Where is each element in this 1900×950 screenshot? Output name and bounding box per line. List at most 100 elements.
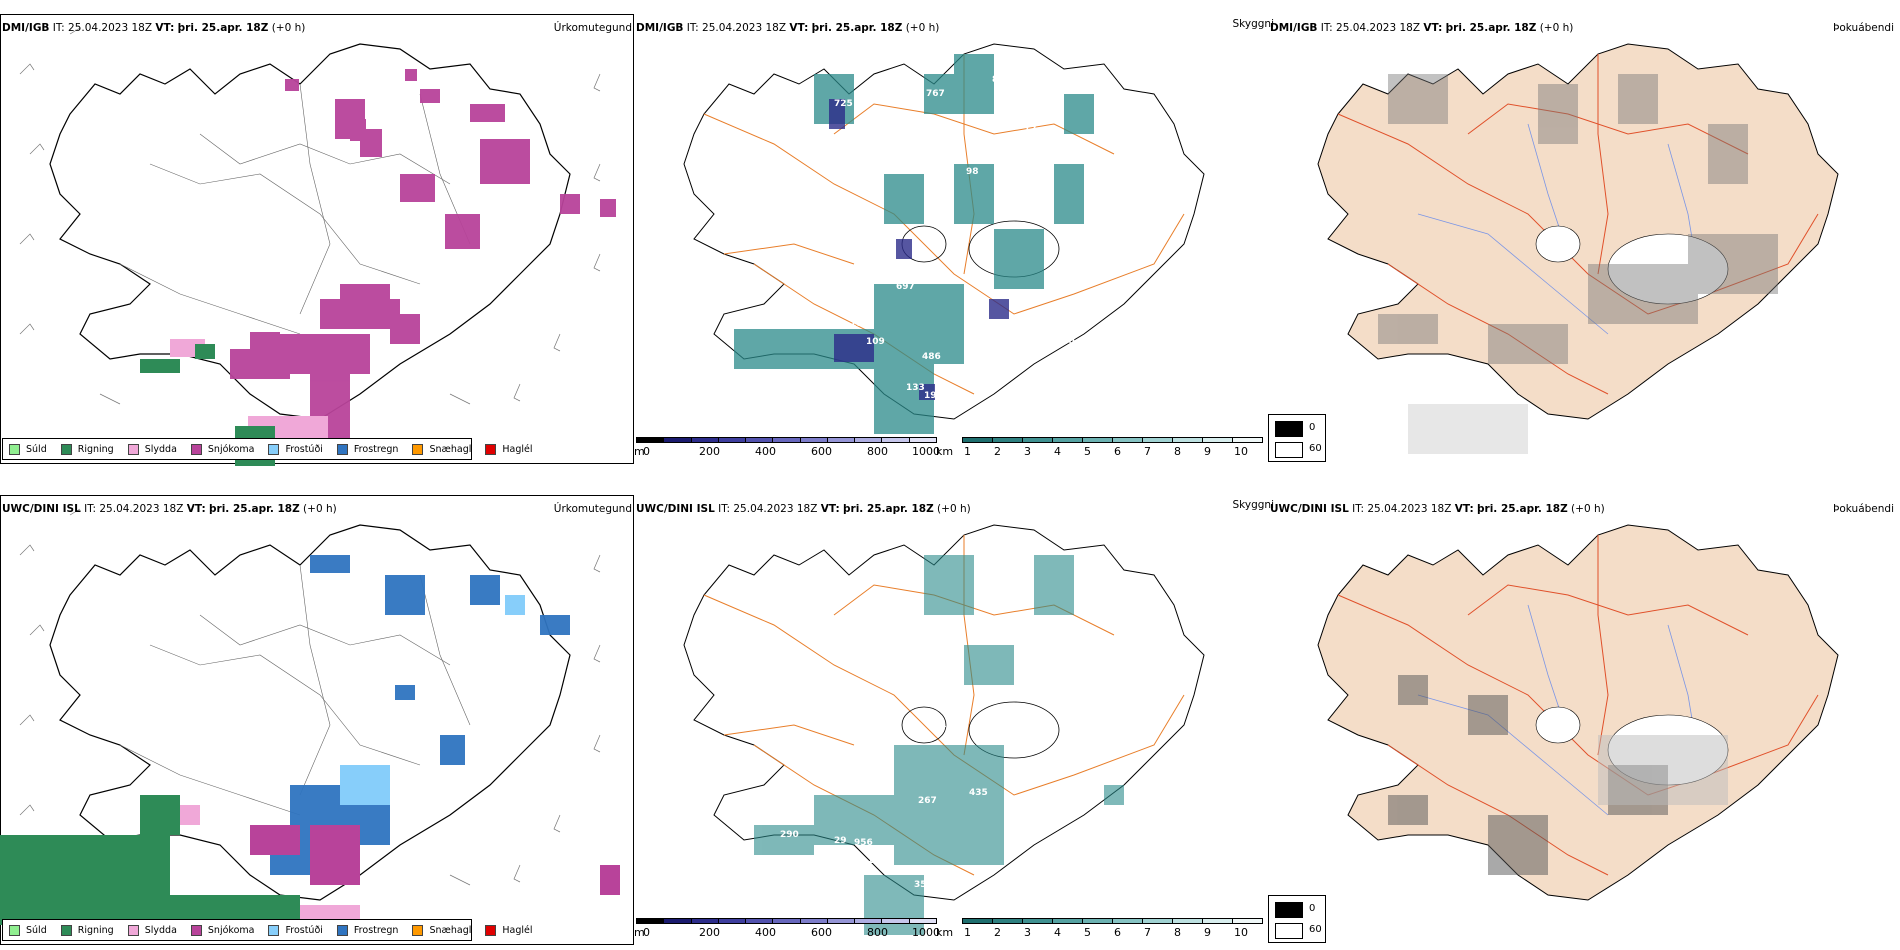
visibility-value-label: 130 — [1056, 337, 1075, 347]
visibility-map-uwc: 21 436 871 435 267 290 29 956 294 352 Skyggni UWC… — [634, 495, 1274, 947]
it-label: IT: — [1320, 22, 1333, 34]
model-name: DMI/IGB — [2, 22, 50, 34]
colorbar-tick: 10 — [1234, 445, 1248, 458]
precip-type-map-uwc: UWC/DINI ISL IT: 25.04.2023 18Z VT: þri.… — [0, 495, 636, 947]
visibility-value-label: 21 — [934, 720, 947, 730]
fog-label-0: 0 — [1309, 903, 1316, 914]
legend-label: Frostúði — [285, 924, 323, 936]
colorbar-tick: 400 — [755, 926, 776, 939]
precip-legend: Súld Rigning Slydda Snjókoma Frostúði Frostre… — [2, 919, 533, 941]
visibility-value-label: 196 — [924, 391, 943, 401]
colorbar-segment — [1022, 437, 1053, 443]
visibility-value-label: 767 — [926, 89, 945, 99]
legend-item: Slydda — [127, 443, 177, 455]
visibility-value-label: 49 — [922, 229, 935, 239]
colorbar-tick: 1000 — [912, 445, 940, 458]
visibility-value-label: 956 — [854, 838, 873, 848]
colorbar-segment — [1082, 918, 1113, 924]
panel-header: UWC/DINI ISL IT: 25.04.2023 18Z VT: þri.… — [636, 503, 971, 515]
vt-value: þri. 25.apr. 18Z — [177, 22, 269, 34]
colorbar-tick: 5 — [1084, 926, 1091, 939]
legend-item: Rigning — [60, 443, 114, 455]
legend-item: Súld — [9, 924, 47, 936]
legend-label: Súld — [26, 443, 47, 455]
legend-label: Snæhagl — [429, 924, 472, 936]
it-value: 25.04.2023 18Z — [1336, 22, 1421, 34]
vt-label: VT: — [1423, 22, 1443, 34]
legend-item: Haglél — [485, 924, 533, 936]
visibility-value-label: 17 — [1024, 125, 1037, 135]
lead-time: (+0 h) — [271, 22, 306, 34]
vt-label: VT: — [1454, 503, 1474, 515]
lead-time: (+0 h) — [937, 503, 971, 515]
colorbar-tick: 400 — [755, 445, 776, 458]
fog-swatch-0 — [1275, 902, 1303, 918]
colorbar-tick: 4 — [1054, 926, 1061, 939]
visibility-value-label: 290 — [780, 830, 799, 840]
colorbar-segment — [826, 918, 856, 924]
param-title: Skyggni — [1232, 499, 1275, 511]
lead-time: (+0 h) — [1539, 22, 1574, 34]
colorbar-segment — [1022, 918, 1053, 924]
fog-map-dmi: Þokuábendi DMI/IGB IT: 25.04.2023 18Z VT… — [1268, 14, 1900, 466]
colorbar-tick: 600 — [811, 926, 832, 939]
colorbar-segment — [636, 918, 665, 924]
colorbar-segment — [1112, 437, 1143, 443]
it-value: 25.04.2023 18Z — [1367, 503, 1452, 515]
param-title: Úrkomutegund — [553, 503, 632, 515]
colorbar-tick: 3 — [1024, 926, 1031, 939]
legend-item: Snæhagl — [412, 443, 472, 455]
colorbar-segment — [1232, 437, 1263, 443]
it-value: 25.04.2023 18Z — [702, 22, 787, 34]
colorbar-segment — [962, 918, 993, 924]
colorbar-tick: 200 — [699, 445, 720, 458]
vt-value: þri. 25.apr. 18Z — [1445, 22, 1537, 34]
it-label: IT: — [52, 22, 65, 34]
fog-legend: 0 60 — [1268, 895, 1326, 943]
colorbar-segment — [1232, 918, 1263, 924]
legend-swatch — [268, 924, 280, 936]
colorbar-unit: km — [936, 445, 954, 458]
colorbar-tick: 800 — [867, 445, 888, 458]
colorbar-tick: 8 — [1174, 445, 1181, 458]
colorbar-segment — [908, 918, 937, 924]
colorbar-tick: 1 — [964, 445, 971, 458]
fog-swatch-60 — [1275, 923, 1303, 939]
legend-label: Snæhagl — [429, 443, 472, 455]
colorbar-tick: 1000 — [912, 926, 940, 939]
vt-value: þri. 25.apr. 18Z — [811, 22, 903, 34]
legend-swatch — [485, 924, 497, 936]
visibility-value-label: 294 — [868, 856, 887, 866]
iceland-map-visibility: 21 436 871 435 267 290 29 956 294 352 — [634, 495, 1274, 935]
colorbar-segment — [1172, 437, 1203, 443]
legend-label: Rigning — [77, 443, 114, 455]
colorbar-tick: 600 — [811, 445, 832, 458]
visibility-value-label: 871 — [1012, 778, 1031, 788]
panel-header: UWC/DINI ISL IT: 25.04.2023 18Z VT: þri.… — [2, 503, 337, 515]
precip-type-map-dmi: DMI/IGB IT: 25.04.2023 18Z VT: þri. 25.a… — [0, 14, 636, 466]
colorbar-tick: 7 — [1144, 445, 1151, 458]
legend-label: Haglél — [502, 924, 533, 936]
colorbar-tick: 5 — [1084, 445, 1091, 458]
legend-label: Rigning — [77, 924, 114, 936]
legend-swatch — [336, 924, 348, 936]
precip-legend: Súld Rigning Slydda Snjókoma Frostúði Frostre… — [2, 438, 533, 460]
legend-item: Snjókoma — [190, 443, 254, 455]
visibility-value-label: 486 — [922, 352, 941, 362]
model-name: DMI/IGB — [636, 22, 684, 34]
iceland-map-precip — [0, 495, 620, 935]
it-value: 25.04.2023 18Z — [68, 22, 153, 34]
vt-label: VT: — [186, 503, 206, 515]
visibility-value-label: 266 — [1064, 241, 1083, 251]
param-title: Þokuábendi — [1833, 22, 1894, 34]
iceland-map-fog — [1268, 495, 1900, 947]
legend-item: Snjókoma — [190, 924, 254, 936]
legend-label: Slydda — [144, 924, 177, 936]
colorbar-segment — [962, 437, 993, 443]
legend-swatch — [412, 443, 424, 455]
colorbar-unit: m — [634, 445, 645, 458]
colorbar-segment — [854, 918, 883, 924]
legend-swatch — [336, 443, 348, 455]
model-name: UWC/DINI ISL — [1270, 503, 1349, 515]
colorbar-tick: 6 — [1114, 926, 1121, 939]
